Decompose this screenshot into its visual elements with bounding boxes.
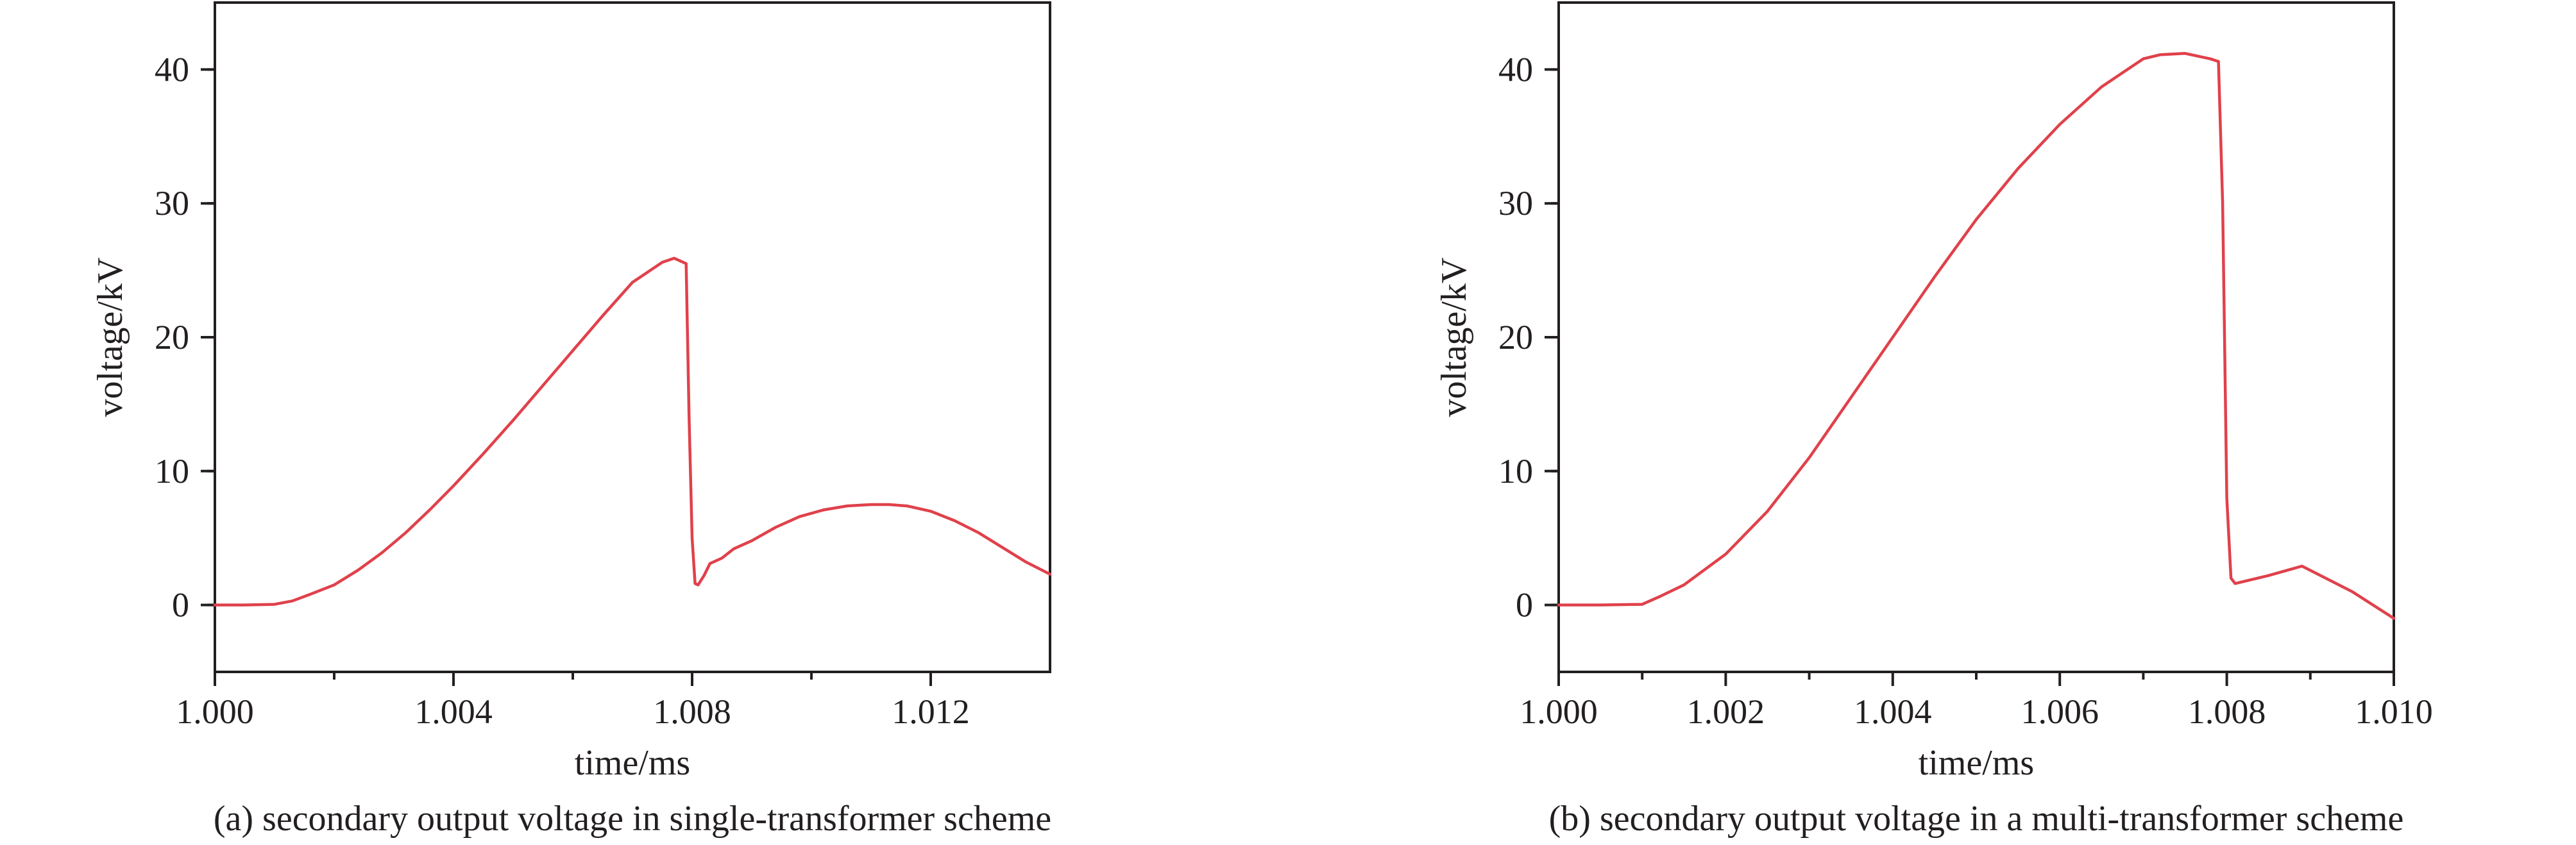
x-tick-label: 1.004	[1854, 692, 1932, 731]
x-tick-label: 1.012	[892, 692, 970, 731]
x-axis-title: time/ms	[575, 743, 690, 783]
plot-frame	[214, 1, 1051, 673]
y-tick-label: 10	[155, 452, 189, 490]
x-axis-title: time/ms	[1919, 743, 2034, 783]
y-tick-label: 20	[1498, 318, 1533, 356]
x-tick-label: 1.008	[2188, 692, 2266, 731]
y-axis-title: voltage/kV	[1434, 258, 1474, 417]
y-tick-label: 30	[155, 184, 189, 222]
plot-frame	[1557, 1, 2395, 673]
x-axis: 1.000 1.004 1.008 1.012	[176, 672, 970, 731]
x-axis: 1.000 1.002 1.004 1.006 1.008 1.010	[1520, 672, 2433, 731]
x-tick-label: 1.000	[1520, 692, 1598, 731]
series-line	[213, 256, 1052, 607]
y-tick-label: 40	[1498, 50, 1533, 88]
x-tick-label: 1.000	[176, 692, 254, 731]
x-tick-label: 1.002	[1687, 692, 1765, 731]
y-axis-title: voltage/kV	[90, 258, 130, 417]
figure-caption: (a) secondary output voltage in single-t…	[214, 799, 1051, 839]
y-tick-label: 0	[1516, 586, 1533, 624]
x-tick-label: 1.006	[2021, 692, 2099, 731]
chart-panel-b: 1.000 1.002 1.004 1.006 1.008 1.010 0 10 20 30 40 t…	[1434, 1, 2433, 839]
x-tick-label: 1.008	[653, 692, 731, 731]
y-tick-label: 10	[1498, 452, 1533, 490]
x-tick-label: 1.004	[414, 692, 493, 731]
y-axis: 0 10 20 30 40	[155, 50, 215, 624]
y-axis: 0 10 20 30 40	[1498, 50, 1559, 624]
x-tick-label: 1.010	[2355, 692, 2433, 731]
figure-caption: (b) secondary output voltage in a multi-…	[1549, 799, 2404, 839]
y-tick-label: 20	[155, 318, 189, 356]
y-tick-label: 30	[1498, 184, 1533, 222]
series-line	[1557, 52, 2396, 620]
y-tick-label: 40	[155, 50, 189, 88]
y-tick-label: 0	[172, 586, 189, 624]
chart-panel-a: 1.000 1.004 1.008 1.012 0 10 20 30 40 time/ms volt…	[90, 1, 1052, 839]
